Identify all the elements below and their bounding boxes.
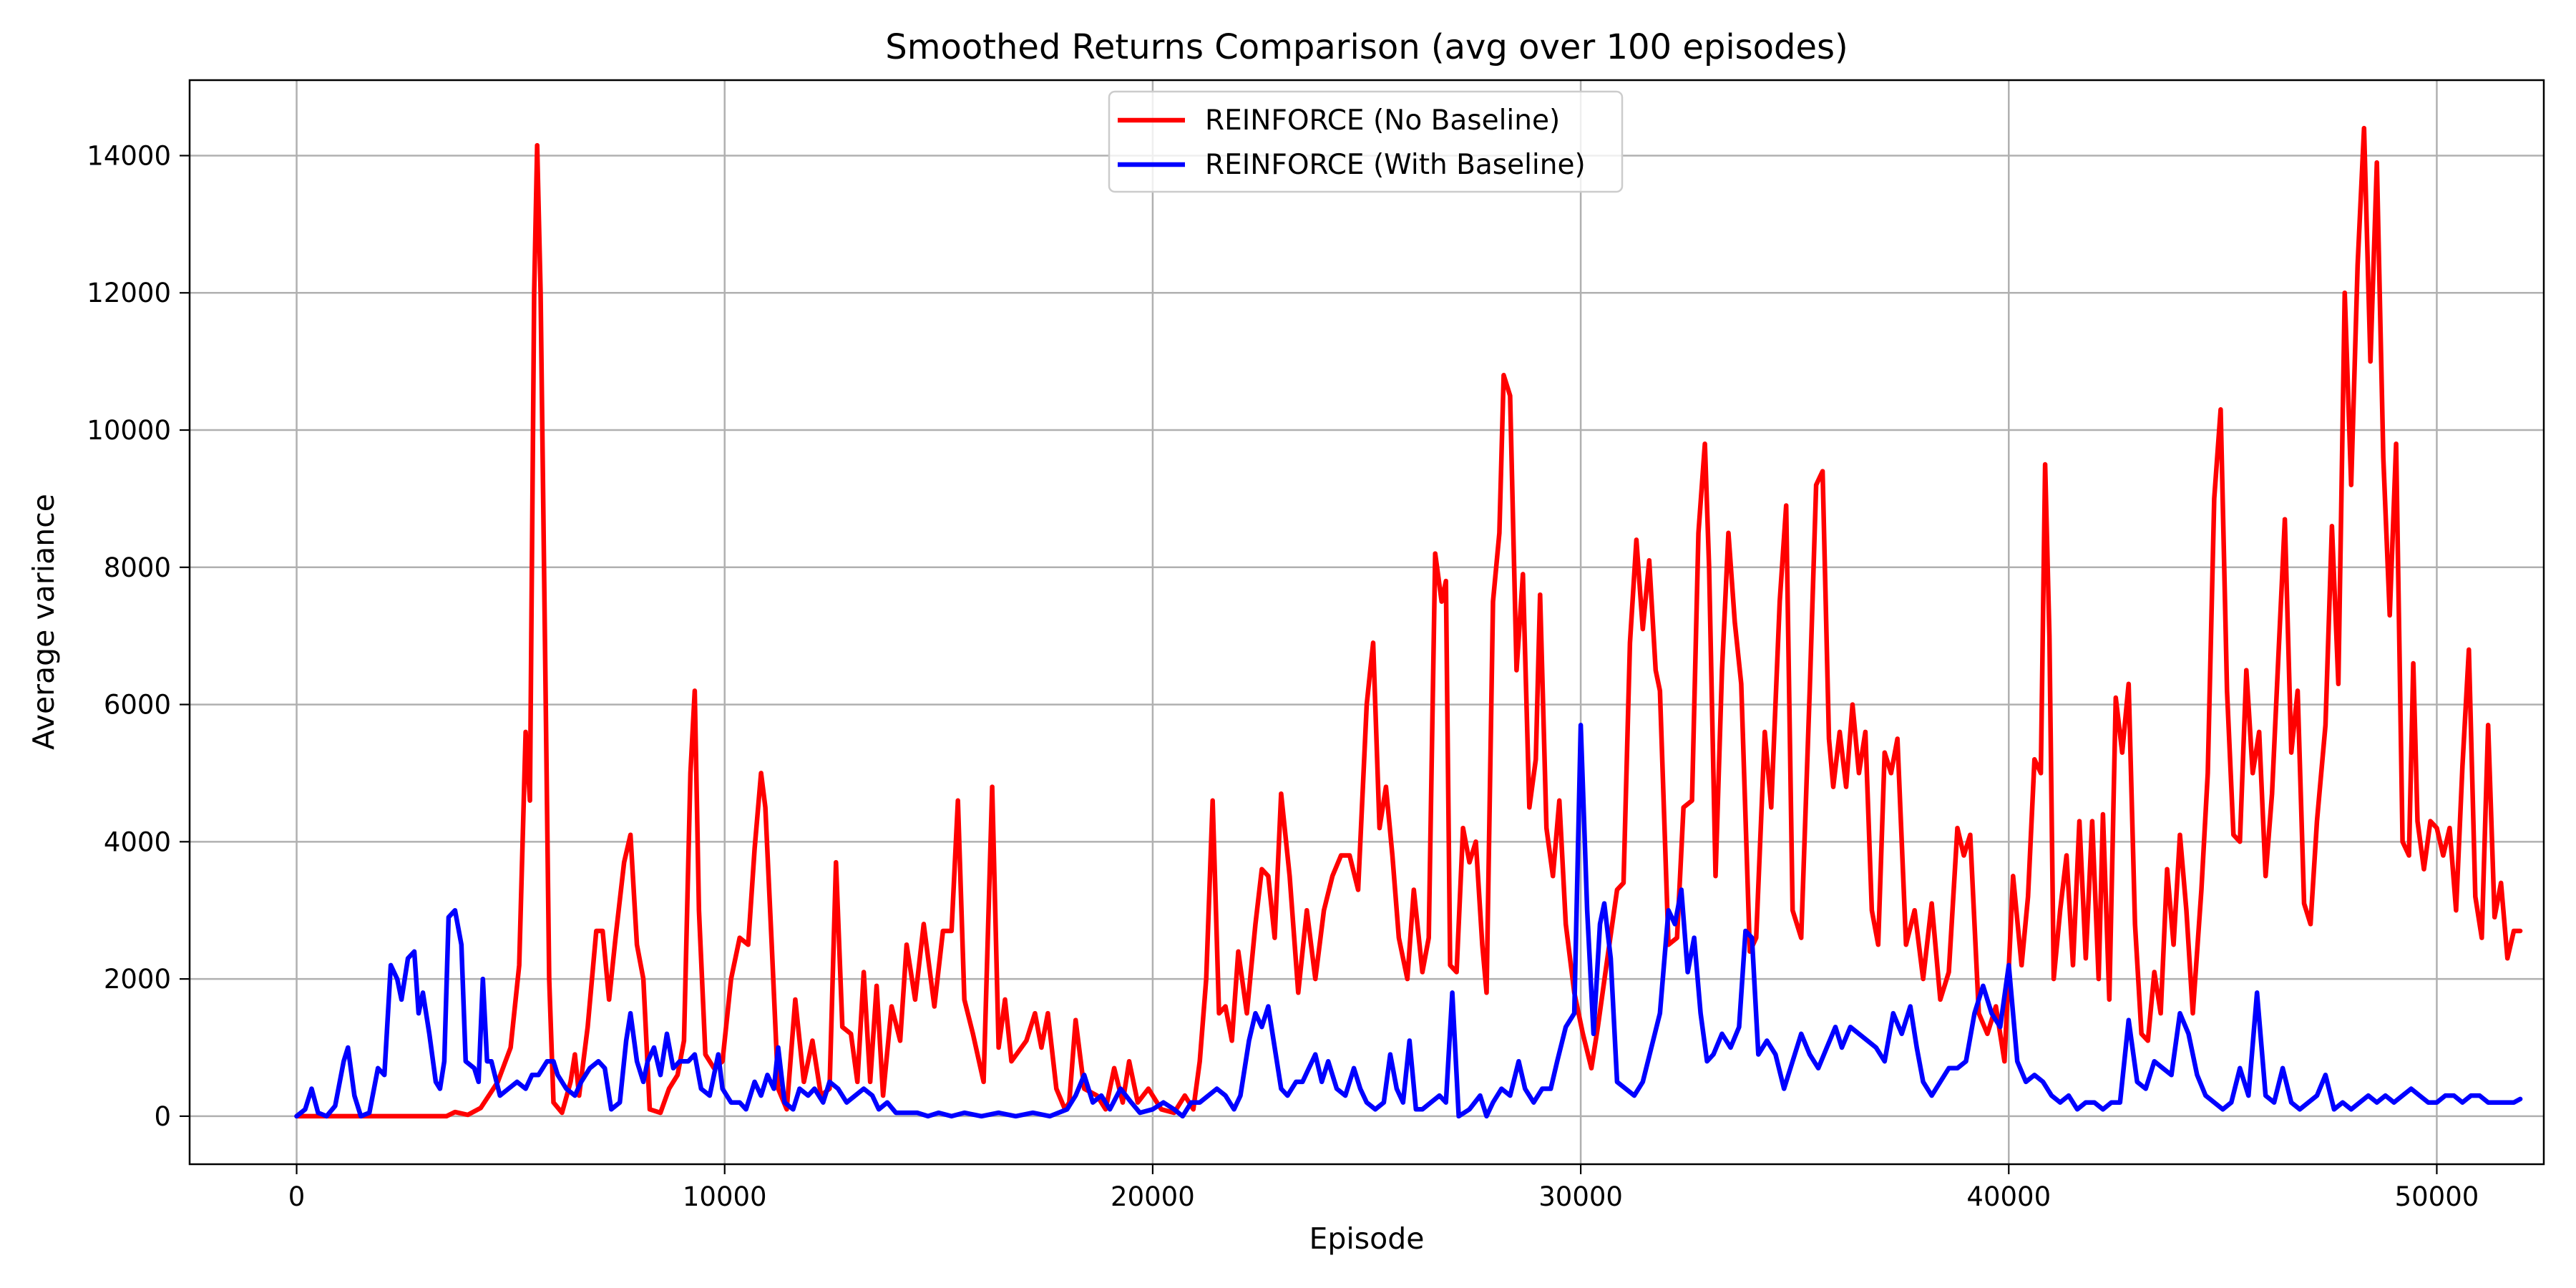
plot-frame bbox=[188, 79, 2545, 1166]
y-tick-label: 10000 bbox=[87, 415, 171, 446]
y-tick-label: 2000 bbox=[104, 964, 171, 995]
y-tick-label: 14000 bbox=[87, 140, 171, 171]
y-tick-label: 12000 bbox=[87, 278, 171, 308]
x-tick-label: 40000 bbox=[1966, 1181, 2051, 1212]
chart-title: Smoothed Returns Comparison (avg over 10… bbox=[885, 27, 1848, 67]
series-layer bbox=[294, 125, 2523, 1119]
y-tick-label: 0 bbox=[154, 1101, 171, 1132]
x-tick-label: 10000 bbox=[683, 1181, 767, 1212]
x-axis-label: Episode bbox=[1309, 1221, 1424, 1256]
x-tick-label: 50000 bbox=[2395, 1181, 2479, 1212]
x-tick-label: 20000 bbox=[1111, 1181, 1195, 1212]
tick-layer: 0 10000 20000 30000 40000 50000 0 2000 4000 6000 8… bbox=[87, 140, 2479, 1212]
series-no-baseline-line bbox=[294, 125, 2523, 1119]
y-axis-label: Average variance bbox=[26, 494, 61, 750]
x-tick-label: 0 bbox=[288, 1181, 306, 1212]
legend-label-no-baseline: REINFORCE (No Baseline) bbox=[1205, 104, 1560, 137]
legend: REINFORCE (No Baseline) REINFORCE (With … bbox=[1108, 90, 1624, 193]
legend-label-with-baseline: REINFORCE (With Baseline) bbox=[1205, 149, 1586, 181]
y-tick-label: 8000 bbox=[104, 552, 171, 583]
x-tick-label: 30000 bbox=[1538, 1181, 1623, 1212]
legend-box bbox=[1108, 90, 1624, 193]
y-tick-label: 4000 bbox=[104, 826, 171, 857]
y-tick-label: 6000 bbox=[104, 690, 171, 721]
series-with-baseline-line bbox=[294, 723, 2523, 1119]
